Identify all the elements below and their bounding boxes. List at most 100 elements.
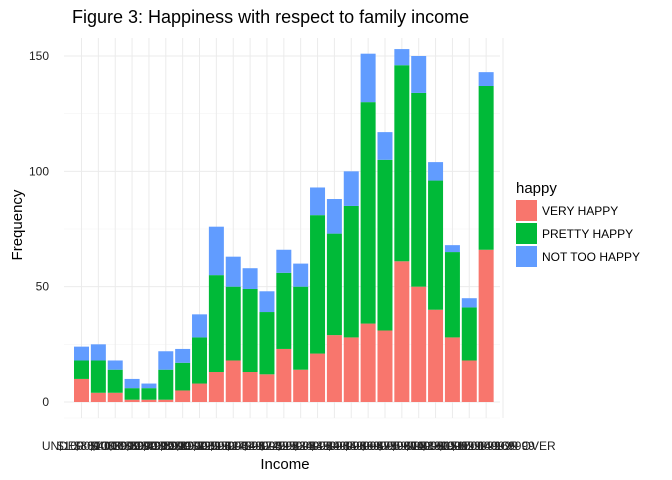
x-axis-title: Income: [260, 456, 309, 473]
bar-segment-pretty-happy: [124, 388, 140, 400]
bar-segment-pretty-happy: [175, 362, 191, 391]
bar-segment-very-happy: [225, 360, 241, 402]
x-tick-label: $50000 - 59999: [343, 439, 427, 453]
x-tick-label: $12500 - 14999: [191, 439, 275, 453]
bar-segment-pretty-happy: [74, 360, 89, 379]
bar-segment-pretty-happy: [343, 205, 359, 338]
bar-segment-pretty-happy: [428, 180, 444, 310]
x-tick-label: $30000 - 34999: [292, 439, 376, 453]
x-tick-label: $130000 - 149999: [421, 439, 519, 453]
bar-segment-not-too-happy: [478, 72, 494, 86]
bar-segment-very-happy: [90, 392, 106, 402]
x-tick-label: $10000 - 12499: [174, 439, 258, 453]
bar-segment-not-too-happy: [124, 378, 140, 389]
bar-segment-pretty-happy: [360, 102, 376, 324]
legend-swatch: [516, 200, 537, 221]
bar-segment-very-happy: [360, 323, 376, 402]
bar-segment-not-too-happy: [141, 383, 157, 389]
bar-segment-pretty-happy: [90, 360, 106, 393]
legend: happy VERY HAPPY PRETTY HAPPY NOT TOO HAPP…: [516, 180, 640, 267]
x-tick-label: UNDER $1000: [42, 439, 122, 453]
bar-segment-very-happy: [444, 337, 460, 402]
y-tick-label: 150: [29, 49, 49, 63]
x-tick-label: $170000 OR OVER: [450, 439, 556, 453]
bar-segment-pretty-happy: [377, 159, 393, 331]
x-tick-label: $4000 TO 4999: [91, 439, 174, 453]
bar-segment-very-happy: [343, 337, 359, 402]
x-axis-ticks: UNDER $1000$1000 TO 2999$3000 TO 3999$40…: [42, 439, 556, 453]
bar-segment-not-too-happy: [242, 268, 258, 289]
legend-swatch: [516, 223, 537, 244]
bar-segment-very-happy: [394, 261, 410, 402]
x-tick-label: $60000 - 74999: [360, 439, 444, 453]
legend-label: VERY HAPPY: [542, 204, 618, 218]
bar-segment-pretty-happy: [107, 369, 123, 393]
x-tick-label: $6000 TO 6999: [124, 439, 207, 453]
legend-label: NOT TOO HAPPY: [542, 250, 640, 264]
bar-segment-very-happy: [326, 335, 342, 402]
bar-segment-pretty-happy: [326, 233, 342, 336]
bar-segment-very-happy: [259, 374, 275, 402]
bar-segment-very-happy: [428, 309, 444, 402]
bar-segment-not-too-happy: [259, 291, 275, 313]
bar-segment-not-too-happy: [310, 187, 326, 216]
x-tick-label: $110000 - 129999: [404, 439, 501, 453]
bar-segment-very-happy: [107, 392, 123, 402]
bar-segment-pretty-happy: [208, 275, 224, 373]
y-tick-label: 0: [42, 395, 49, 409]
legend-label: PRETTY HAPPY: [542, 227, 633, 241]
legend-title: happy: [516, 180, 557, 197]
bar-segment-not-too-happy: [208, 226, 224, 276]
x-tick-label: $25000 - 29999: [276, 439, 360, 453]
bar-segment-not-too-happy: [411, 56, 427, 93]
y-tick-label: 50: [36, 280, 50, 294]
x-tick-label: $15000 - 17499: [208, 439, 292, 453]
bar-segment-very-happy: [478, 249, 494, 402]
y-axis-title: Frequency: [9, 189, 26, 260]
bar-segment-very-happy: [310, 353, 326, 402]
bar-segment-pretty-happy: [411, 92, 427, 287]
x-tick-label: $17500 - 19999: [225, 439, 309, 453]
bar-segment-very-happy: [141, 399, 157, 402]
bar-segment-very-happy: [175, 390, 191, 402]
x-tick-label: $3000 TO 3999: [74, 439, 157, 453]
bar-segment-pretty-happy: [225, 286, 241, 361]
chart-title: Figure 3: Happiness with respect to fami…: [72, 7, 469, 27]
x-tick-label: $35000 - 39999: [309, 439, 393, 453]
bar-segment-very-happy: [158, 399, 174, 402]
bar-segment-very-happy: [192, 383, 208, 402]
x-tick-label: $1000 TO 2999: [57, 439, 140, 453]
bar-segment-very-happy: [461, 360, 477, 402]
bar-segment-not-too-happy: [276, 249, 292, 273]
bar-segment-pretty-happy: [276, 272, 292, 349]
x-tick-label: $90000 - 109999: [390, 439, 481, 453]
bar-segment-pretty-happy: [158, 369, 174, 400]
bar-segment-pretty-happy: [293, 286, 309, 370]
bar-segment-not-too-happy: [175, 348, 191, 363]
x-tick-label: $20000 - 22499: [242, 439, 326, 453]
x-tick-label: $75000 - 89999: [377, 439, 461, 453]
bar-segment-very-happy: [242, 372, 258, 402]
bar-segment-not-too-happy: [293, 263, 309, 287]
x-tick-label: $7000 TO 7999: [141, 439, 224, 453]
bars-group: [74, 49, 494, 402]
bar-segment-very-happy: [293, 369, 309, 402]
bar-segment-not-too-happy: [343, 171, 359, 206]
bar-segment-pretty-happy: [394, 65, 410, 262]
bar-segment-pretty-happy: [192, 337, 208, 384]
x-tick-label: $22500 - 24999: [259, 439, 343, 453]
bar-segment-not-too-happy: [107, 360, 123, 370]
x-tick-label: $5000 TO 5999: [107, 439, 190, 453]
bar-segment-very-happy: [208, 372, 224, 402]
x-tick-label: $40000 - 49999: [326, 439, 410, 453]
bar-segment-very-happy: [377, 330, 393, 402]
x-tick-label: $8000 TO 9999: [158, 439, 241, 453]
x-tick-label: $150000 - 169999: [437, 439, 535, 453]
bar-segment-not-too-happy: [74, 346, 89, 361]
bar-segment-not-too-happy: [377, 132, 393, 160]
bar-segment-not-too-happy: [158, 351, 174, 370]
bar-segment-not-too-happy: [326, 199, 342, 234]
bar-segment-not-too-happy: [461, 298, 477, 308]
y-tick-label: 100: [29, 164, 49, 178]
